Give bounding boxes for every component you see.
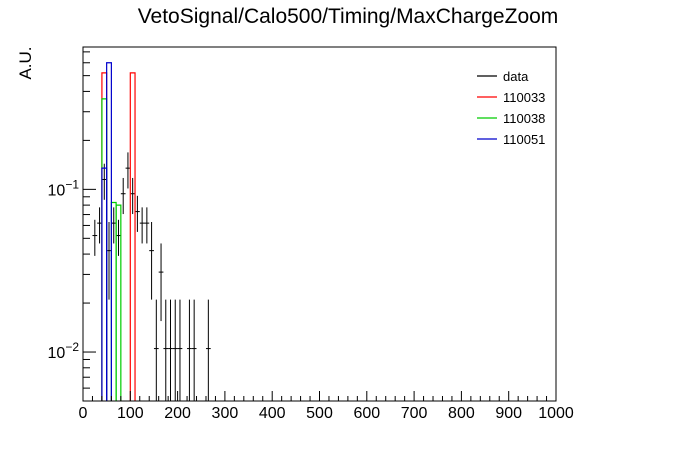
x-tick-label: 0 (79, 405, 88, 422)
data-point (153, 299, 159, 401)
x-tick-label: 800 (448, 405, 475, 422)
y-axis: 10−1 10−2 (48, 51, 96, 402)
bin-110051-1 (106, 62, 112, 401)
data-point (116, 219, 121, 256)
legend-label: 110051 (503, 132, 545, 147)
x-tick-label: 200 (164, 405, 191, 422)
data-point (92, 219, 98, 256)
data-point (111, 207, 117, 244)
y-tick-label: 10−1 (48, 177, 80, 199)
bin-110051-0 (101, 167, 108, 401)
legend-entry-110038: 110038 (477, 111, 545, 126)
bin-110033-0 (101, 72, 108, 401)
legend-label: data (503, 69, 529, 84)
data-point (144, 207, 150, 244)
legend-entry-110051: 110051 (477, 132, 545, 147)
x-tick-label: 900 (495, 405, 522, 422)
x-tick-label: 100 (117, 405, 144, 422)
legend-label: 110038 (503, 111, 545, 126)
data-point (158, 243, 164, 322)
data-point (106, 221, 112, 300)
bin-110038-0 (101, 98, 108, 401)
x-tick-label: 400 (259, 405, 286, 422)
x-tick-label: 700 (401, 405, 428, 422)
data-point (191, 299, 197, 401)
plot-frame (82, 46, 557, 402)
data-point (187, 299, 192, 401)
x-axis: 0 100 200 300 400 500 600 700 800 900 1000 (79, 391, 574, 422)
data-point (163, 299, 169, 401)
data-point (97, 207, 102, 244)
legend-label: 110033 (503, 90, 545, 105)
y-tick-label: 10−2 (48, 340, 80, 362)
legend-entry-data: data (477, 69, 529, 84)
bin-110038-2 (115, 204, 122, 401)
data-point (205, 299, 211, 401)
series-data (92, 152, 211, 401)
x-tick-label: 1000 (538, 405, 574, 422)
legend-entry-110033: 110033 (477, 90, 545, 105)
x-tick-label: 300 (212, 405, 239, 422)
data-point (139, 207, 145, 244)
series-layer (92, 62, 211, 401)
x-tick-label: 500 (306, 405, 333, 422)
data-point (168, 299, 173, 401)
data-point (149, 221, 154, 300)
x-tick-label: 600 (353, 405, 380, 422)
series-110051 (101, 62, 112, 401)
data-point (125, 152, 131, 189)
data-point (172, 299, 178, 401)
legend: data 110033 110038 110051 (477, 69, 545, 147)
chart-title: VetoSignal/Calo500/Timing/MaxChargeZoom (138, 5, 559, 28)
y-axis-label: A.U. (16, 46, 35, 79)
data-point (135, 195, 140, 232)
data-point (120, 177, 126, 215)
data-point (177, 299, 183, 401)
data-point (101, 163, 107, 200)
data-point (130, 177, 136, 215)
bin-110033-1 (129, 72, 136, 401)
